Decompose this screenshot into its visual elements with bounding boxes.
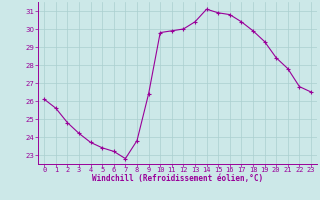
X-axis label: Windchill (Refroidissement éolien,°C): Windchill (Refroidissement éolien,°C) [92, 174, 263, 183]
